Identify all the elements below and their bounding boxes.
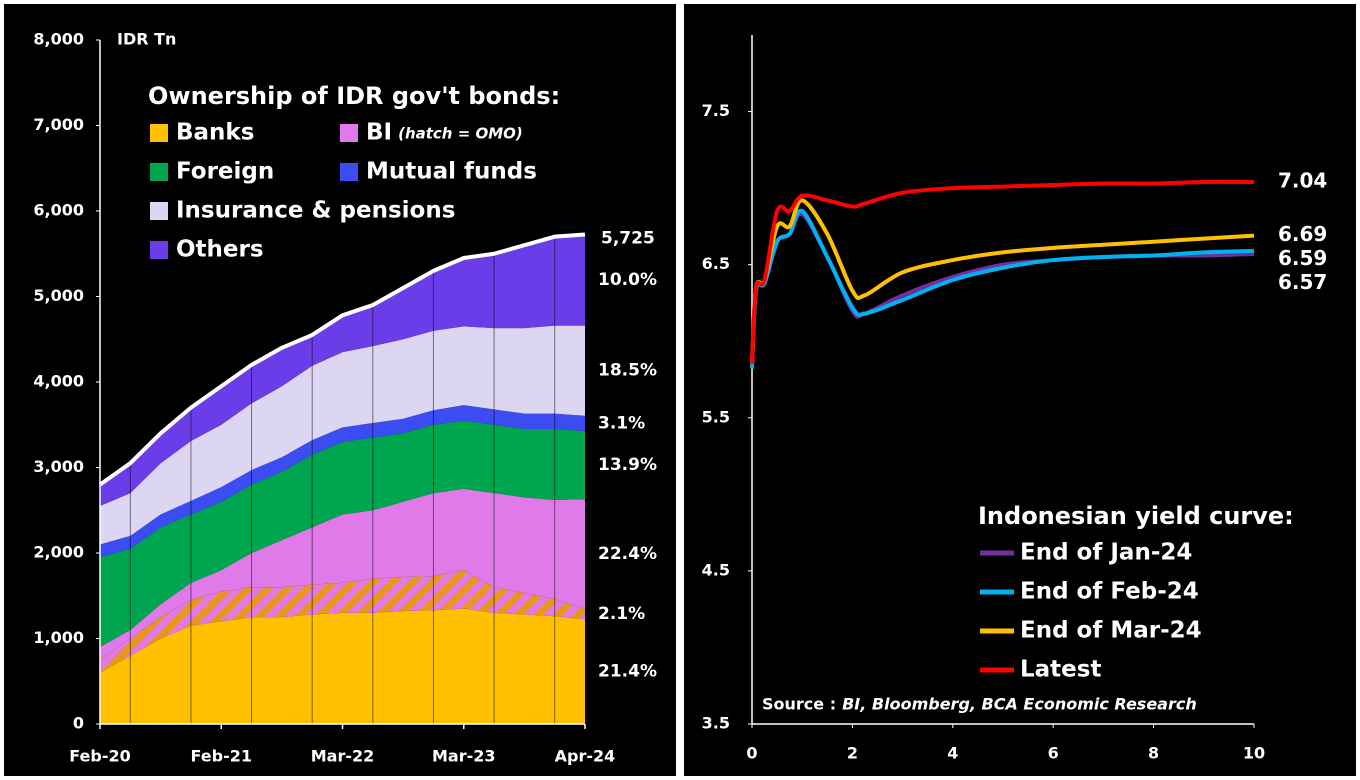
area — [100, 325, 585, 545]
x-tick-label: Feb-20 — [69, 747, 131, 766]
area — [100, 420, 585, 648]
y-tick-label: 0 — [73, 714, 84, 733]
y-tick-label: 7.5 — [702, 101, 730, 120]
legend-swatch — [150, 163, 168, 181]
area — [100, 570, 585, 673]
y-tick-label: 2,000 — [33, 543, 84, 562]
legend-label: BI — [366, 120, 392, 146]
y-tick-label: 3,000 — [33, 457, 84, 476]
area — [100, 488, 585, 660]
y-tick-label: 4.5 — [702, 560, 730, 579]
x-tick-label: 10 — [1243, 744, 1265, 763]
share-label: 10.0% — [598, 270, 657, 290]
legend-label: Mutual funds — [366, 159, 537, 185]
end-label: 6.57 — [1278, 270, 1327, 294]
x-tick-label: 6 — [1048, 744, 1059, 763]
y-tick-label: 1,000 — [33, 628, 84, 647]
source-label: Source : — [762, 695, 836, 714]
legend-swatch — [150, 202, 168, 220]
legend-label: End of Mar-24 — [1020, 618, 1202, 644]
legend-label: End of Feb-24 — [1020, 579, 1199, 605]
legend-swatch — [340, 163, 358, 181]
legend-label: Latest — [1020, 657, 1101, 683]
legend-label: Banks — [176, 120, 254, 146]
total-label: 5,725 — [601, 229, 655, 249]
share-label: 3.1% — [598, 413, 645, 433]
legend-swatch — [150, 124, 168, 142]
legend-label: Insurance & pensions — [176, 198, 455, 224]
x-tick-label: Mar-23 — [432, 747, 496, 766]
x-tick-label: 0 — [746, 744, 757, 763]
y-tick-label: 3.5 — [702, 714, 730, 733]
share-label: 22.4% — [598, 544, 657, 564]
yield-line — [750, 179, 1255, 365]
total-line — [98, 232, 586, 487]
end-label: 7.04 — [1278, 168, 1327, 192]
legend-swatch — [150, 241, 168, 259]
x-tick-label: 2 — [847, 744, 858, 763]
area — [100, 608, 585, 724]
x-tick-label: Apr-24 — [555, 747, 616, 766]
y-tick-label: 6,000 — [33, 201, 84, 220]
y-tick-label: 5.5 — [702, 407, 730, 426]
x-tick-label: 4 — [947, 744, 958, 763]
area — [100, 234, 585, 506]
share-label: 18.5% — [598, 361, 657, 381]
area — [100, 405, 585, 558]
y-tick-label: 7,000 — [33, 115, 84, 134]
legend-title: Ownership of IDR gov't bonds: — [148, 82, 560, 110]
x-tick-label: 8 — [1148, 744, 1159, 763]
unit-label: IDR Tn — [117, 30, 176, 49]
legend-title: Indonesian yield curve: — [978, 502, 1294, 530]
y-tick-label: 8,000 — [33, 30, 84, 49]
legend-swatch — [340, 124, 358, 142]
right-panel — [684, 4, 1356, 776]
end-label: 6.59 — [1278, 246, 1327, 270]
source-bg — [756, 690, 1256, 720]
legend-label: Foreign — [176, 159, 274, 185]
x-tick-label: Mar-22 — [311, 747, 375, 766]
share-label: 2.1% — [598, 604, 645, 624]
y-tick-label: 4,000 — [33, 372, 84, 391]
legend-note: (hatch = OMO) — [398, 125, 523, 143]
share-label: 13.9% — [598, 455, 657, 475]
end-label: 6.69 — [1278, 222, 1327, 246]
y-tick-label: 5,000 — [33, 286, 84, 305]
share-label: 21.4% — [598, 662, 657, 682]
legend-label: End of Jan-24 — [1020, 540, 1192, 566]
yield-line — [750, 208, 1255, 369]
x-tick-label: Feb-21 — [191, 747, 253, 766]
source-text: BI, Bloomberg, BCA Economic Research — [842, 695, 1197, 714]
legend-label: Others — [176, 237, 264, 263]
y-tick-label: 6.5 — [702, 254, 730, 273]
